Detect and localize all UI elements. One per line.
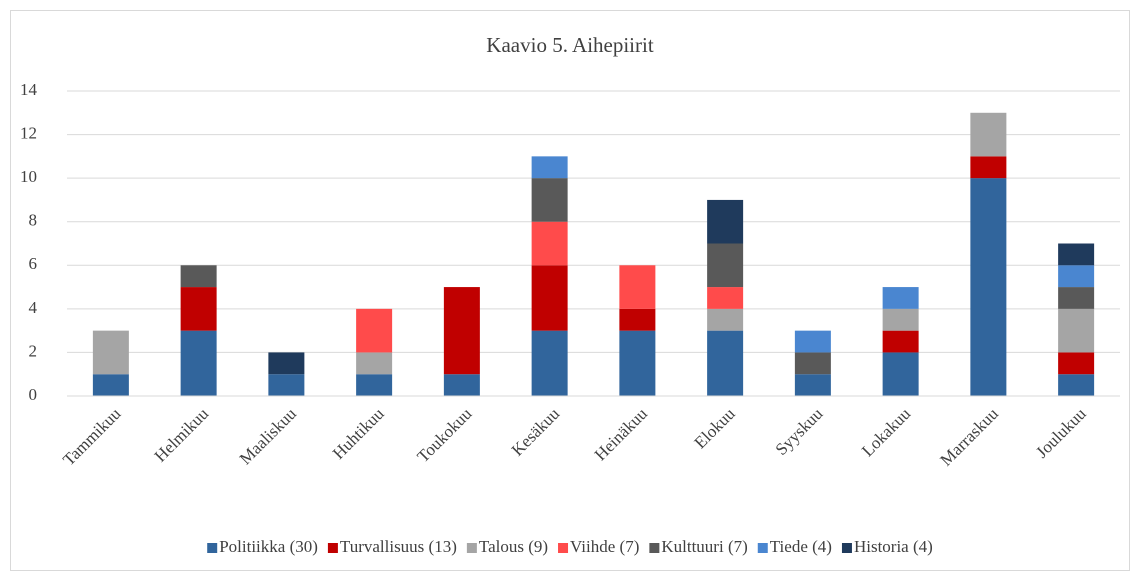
legend-label: Turvallisuus (13) [340,537,457,556]
bar-segment [619,308,656,331]
legend-swatch [558,543,569,553]
bar-segment [92,330,129,375]
bar-segment [1058,374,1095,396]
legend-label: Politiikka (30) [219,537,318,556]
chart-frame [10,10,1130,571]
bar-segment [1058,352,1095,375]
bar-segment [180,265,217,288]
legend-label: Tiede (4) [770,537,832,556]
bar-segment [707,287,744,309]
bar-segment [794,352,831,375]
bar-segment [794,374,831,396]
bar-segment [707,330,744,396]
bar-segment [443,374,480,396]
bar-segment [268,352,305,375]
bar-segment [531,265,568,331]
bar-segment [619,330,656,396]
legend-label: Historia (4) [854,537,933,556]
bar-segment [531,178,568,222]
legend-swatch [757,543,768,553]
bar-segment [92,374,129,396]
bar-segment [356,308,393,353]
bar-segment [882,308,919,331]
y-tick-label: 10 [20,167,37,186]
bar-segment [882,287,919,309]
y-tick-label: 0 [29,385,38,404]
legend-swatch [327,543,338,553]
y-tick-label: 12 [20,123,37,142]
bar-segment [970,178,1007,396]
legend-swatch [207,543,218,553]
bar-segment [1058,243,1095,266]
bar-segment [970,112,1007,157]
bar-segment [531,156,568,179]
legend-label: Talous (9) [479,537,548,556]
y-tick-label: 8 [29,211,38,230]
bar-segment [443,287,480,375]
bar-segment [619,265,656,309]
bar-segment [180,330,217,396]
y-tick-label: 6 [29,254,38,273]
bar-segment [1058,265,1095,288]
bar-segment [707,243,744,288]
bar-segment [356,374,393,396]
y-tick-label: 14 [20,80,38,99]
bar-segment [531,221,568,266]
chart-title: Kaavio 5. Aihepiirit [486,33,654,57]
bar-segment [970,156,1007,179]
legend-swatch [649,543,660,553]
legend-label: Viihde (7) [570,537,639,556]
y-tick-label: 4 [29,298,38,317]
bar-segment [707,308,744,331]
bar-segment [707,199,744,244]
bar-segment [180,287,217,331]
legend-label: Kulttuuri (7) [661,537,747,556]
bar-segment [531,330,568,396]
y-tick-label: 2 [29,341,38,360]
bar-segment [356,352,393,375]
bar-segment [882,352,919,396]
bar-segment [882,330,919,353]
bar-segment [268,374,305,396]
bar-segment [1058,287,1095,309]
legend-swatch [841,543,852,553]
bar-segment [1058,308,1095,353]
bar-segment [794,330,831,353]
legend-swatch [466,543,477,553]
